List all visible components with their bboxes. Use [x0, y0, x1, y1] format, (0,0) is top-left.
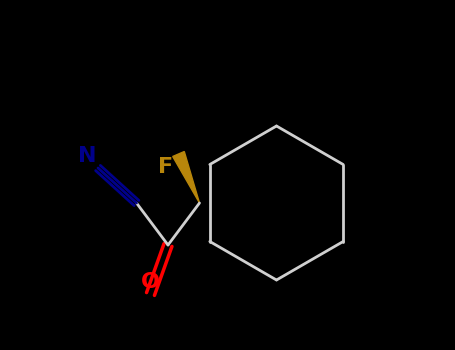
Text: O: O — [141, 272, 160, 292]
Polygon shape — [173, 152, 199, 203]
Text: F: F — [158, 158, 173, 177]
Text: N: N — [78, 146, 96, 166]
